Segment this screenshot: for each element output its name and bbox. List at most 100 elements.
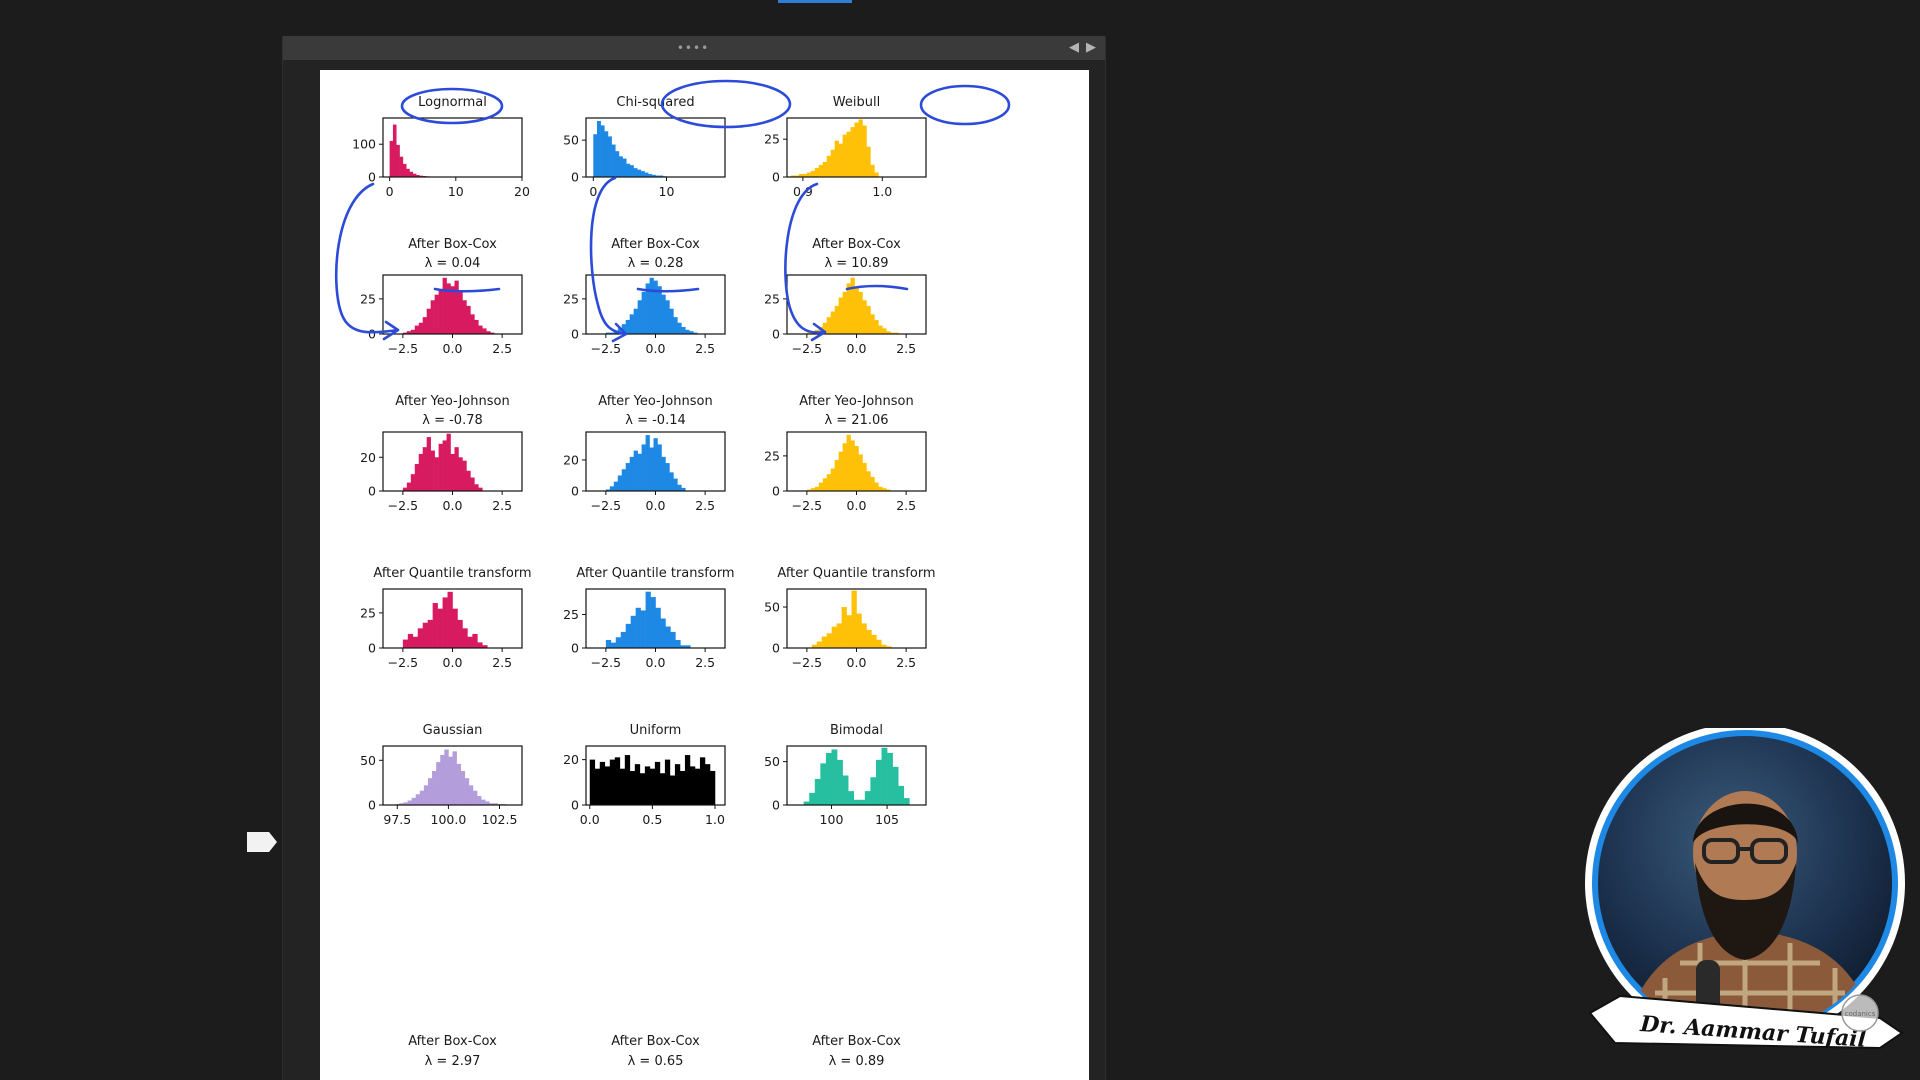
x-tick-label: 1.0	[872, 184, 892, 199]
histogram-bar	[472, 633, 478, 648]
y-tick-label: 25	[764, 132, 780, 147]
histogram-bar	[830, 149, 835, 177]
histogram-bar	[594, 768, 601, 805]
y-tick-label: 0	[571, 641, 579, 656]
histogram-bar	[430, 450, 435, 491]
histogram-bar	[629, 165, 634, 177]
histogram-bar	[790, 175, 796, 177]
histogram-bar	[641, 444, 646, 491]
histogram-bar	[489, 803, 494, 805]
histogram-bar	[661, 294, 666, 334]
footer-subplot-title: After Box-Cox	[611, 1034, 700, 1049]
x-tick-label: 0	[386, 184, 394, 199]
histogram-bar	[862, 300, 867, 334]
histogram-bar	[418, 453, 424, 491]
subplot-13	[582, 745, 726, 809]
subplot-title: After Quantile transform	[777, 566, 935, 581]
histogram-bar	[403, 802, 408, 805]
annotation-arrow-weibull	[784, 182, 827, 334]
histogram-bar	[709, 770, 716, 805]
histogram-bar	[615, 637, 622, 648]
histogram-bar	[704, 764, 711, 805]
histogram-bar	[450, 286, 455, 334]
histogram-bar	[478, 487, 483, 491]
histogram-bar	[822, 478, 828, 491]
histogram-bar	[470, 477, 475, 491]
histogram-bar	[862, 125, 867, 177]
histogram-bar	[625, 319, 630, 334]
histogram-bar	[681, 487, 686, 491]
histogram-bar	[864, 791, 871, 805]
y-tick-label: 20	[360, 450, 376, 465]
histogram-bar	[409, 171, 414, 177]
active-tab-indicator[interactable]	[778, 0, 852, 3]
histogram-bar	[665, 300, 670, 334]
histogram-bar	[878, 325, 883, 334]
histogram-bar	[653, 280, 658, 334]
histogram-bar	[838, 451, 843, 491]
histogram-bar	[410, 474, 416, 491]
histogram-bar	[457, 619, 463, 648]
y-tick-label: 50	[764, 754, 780, 769]
histogram-bar	[657, 286, 662, 334]
histogram-bar	[637, 453, 642, 491]
histogram-bar	[669, 308, 674, 334]
histogram-bar	[625, 463, 630, 491]
histogram-bar	[452, 751, 457, 805]
histogram-bar	[677, 484, 682, 491]
y-tick-label: 25	[360, 291, 376, 306]
histogram-bar	[680, 645, 686, 648]
x-tick-label: −2.5	[591, 498, 621, 513]
histogram-bar	[842, 443, 847, 491]
histogram-bar	[432, 771, 437, 805]
histogram-bar	[858, 291, 863, 334]
histogram-bar	[596, 120, 601, 177]
drag-grip-icon[interactable]: ••••	[676, 41, 710, 55]
histogram-bar	[427, 778, 433, 805]
histogram-bar	[689, 331, 694, 334]
x-tick-label: 0	[589, 184, 597, 199]
histogram-bar	[830, 311, 835, 334]
y-tick-label: 0	[571, 798, 579, 813]
subplot-title: After Quantile transform	[373, 566, 531, 581]
next-plot-icon[interactable]: ▶	[1086, 40, 1096, 55]
histogram-bar	[882, 328, 887, 334]
histogram-bar	[818, 164, 824, 177]
y-tick-label: 0	[368, 327, 376, 342]
histogram-bar	[669, 775, 676, 805]
histogram-bar	[614, 757, 621, 805]
name-banner	[1588, 994, 1904, 1050]
histogram-bar	[633, 168, 638, 177]
annotation-arrow-lognormal	[334, 182, 400, 334]
histogram-bar	[622, 158, 627, 177]
histogram-bar	[436, 762, 441, 805]
histogram-bar	[665, 626, 671, 648]
output-tag-shape	[247, 832, 277, 852]
histogram-bar	[699, 757, 706, 805]
histogram-bar	[605, 639, 612, 648]
histogram-bar	[859, 799, 866, 805]
y-tick-label: 25	[360, 605, 376, 620]
output-tag-icon[interactable]	[245, 830, 279, 854]
x-tick-label: 102.5	[482, 812, 518, 827]
histogram-bar	[422, 447, 427, 491]
histogram-bar	[467, 636, 473, 648]
histogram-bar	[458, 457, 463, 491]
histogram-bar	[493, 803, 498, 805]
prev-plot-icon[interactable]: ◀	[1069, 40, 1079, 55]
histogram-bar	[442, 440, 447, 491]
histogram-bar	[418, 322, 424, 334]
histogram-bar	[878, 486, 883, 491]
histogram-bar	[837, 759, 843, 805]
histogram-bar	[886, 331, 891, 334]
histogram-bar	[846, 131, 851, 177]
histogram-bar	[589, 759, 596, 805]
y-tick-label: 25	[764, 448, 780, 463]
x-tick-label: 10	[448, 184, 464, 199]
x-tick-label: 2.5	[896, 341, 916, 356]
histogram-bar	[448, 756, 453, 805]
histogram-bar	[898, 785, 905, 805]
histogram-bar	[870, 777, 877, 805]
histogram-bar	[649, 768, 656, 805]
histogram-bar	[474, 484, 479, 491]
